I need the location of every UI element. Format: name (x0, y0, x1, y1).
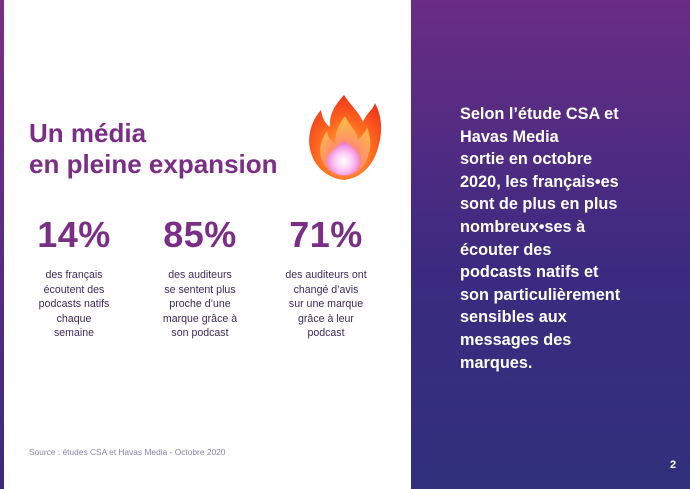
quote-line: sensibles aux (460, 308, 567, 327)
left-accent-bar (0, 0, 4, 489)
stat-description-line: écoutent des (43, 283, 105, 296)
quote-line: messages des (460, 330, 572, 349)
quote-line: sont de plus en plus (460, 195, 618, 214)
stat-description: des auditeurs ont changé d’avis sur une … (276, 268, 376, 341)
stat-block: 14% des français écoutent des podcasts n… (19, 216, 129, 341)
quote-line: son particulièrement (460, 285, 621, 304)
stat-value: 14% (37, 214, 111, 255)
stat-description-line: podcast (307, 327, 345, 339)
stat-description-line: semaine (53, 327, 95, 339)
quote-line: podcasts natifs et (460, 263, 599, 282)
stat-value: 85% (163, 214, 237, 255)
stat-block: 85% des auditeurs se sentent plus proche… (145, 216, 255, 341)
fire-icon (309, 95, 382, 180)
page-title: Un média en pleine expansion (29, 118, 278, 180)
quote-line: écouter des (460, 240, 552, 259)
stat-description-line: des français (45, 269, 103, 281)
stat-description-line: des auditeurs (168, 269, 232, 281)
source-note: Source : études CSA et Havas Media - Oct… (29, 447, 226, 457)
quote-line: nombreux•ses à (460, 217, 586, 236)
stat-block: 71% des auditeurs ont changé d’avis sur … (271, 216, 381, 341)
stat-description: des français écoutent des podcasts natif… (24, 268, 124, 341)
quote-line: Havas Media (460, 127, 559, 146)
stat-description-line: changé d’avis (293, 283, 359, 296)
quote-line: marques. (460, 353, 533, 372)
quote-line: Selon l’étude CSA et (460, 105, 619, 123)
quote-line: sortie en octobre (460, 150, 593, 169)
stat-description-line: des auditeurs ont (285, 269, 367, 281)
stat-description-line: proche d’une (169, 298, 231, 310)
page-number: 2 (670, 459, 677, 471)
quote-line: 2020, les français•es (460, 172, 619, 191)
page-title-line-1: Un média (29, 118, 147, 148)
stat-description-line: marque grâce à (162, 312, 238, 325)
stat-description: des auditeurs se sentent plus proche d’u… (150, 268, 250, 341)
quote-panel (411, 0, 690, 489)
stat-description-line: son podcast (171, 327, 229, 339)
stat-description-line: sur une marque (288, 298, 364, 310)
stat-value: 71% (289, 214, 363, 255)
study-quote: Selon l’étude CSA et Havas Media sortie … (460, 103, 660, 374)
stat-description-line: podcasts natifs (38, 298, 110, 310)
page-title-line-2: en pleine expansion (29, 149, 278, 179)
stat-description-line: grâce à leur (298, 312, 354, 325)
stat-description-line: se sentent plus (164, 283, 236, 296)
stat-description-line: chaque (56, 312, 92, 325)
